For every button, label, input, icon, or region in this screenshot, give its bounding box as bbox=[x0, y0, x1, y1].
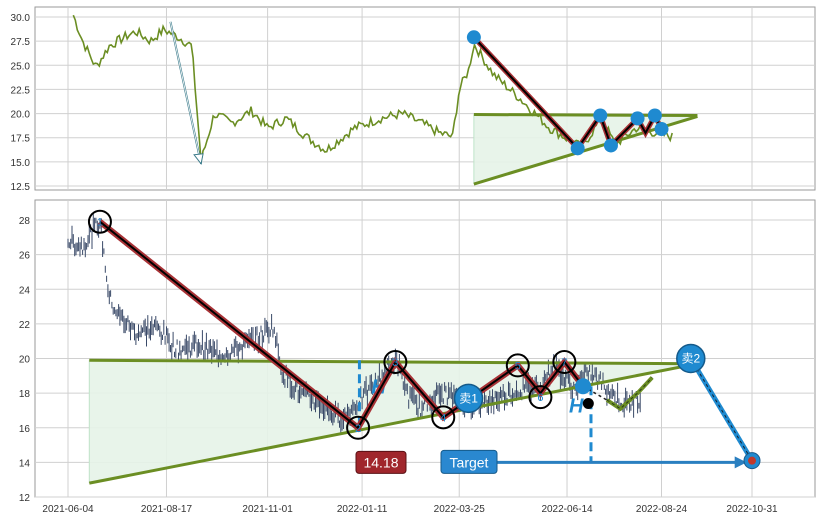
main-y-tick-label: 16 bbox=[19, 424, 31, 435]
main-pattern-point-circle bbox=[431, 405, 456, 430]
main-x-tick-label: 2021-11-01 bbox=[242, 504, 293, 515]
main-pattern-point-label: 4 bbox=[440, 412, 446, 424]
main-sell-path-core bbox=[690, 358, 753, 461]
main-breakout-point-marker bbox=[574, 378, 591, 395]
main-target-label-box bbox=[440, 449, 498, 474]
main-x-tick-label: 2022-08-24 bbox=[636, 504, 688, 515]
top-pattern-point-marker bbox=[593, 108, 608, 123]
main-pattern-point-label: 5 bbox=[515, 360, 521, 372]
top-frame bbox=[34, 6, 816, 191]
top-pattern-point-marker bbox=[654, 122, 669, 137]
main-y-tick-label: 22 bbox=[19, 320, 31, 331]
main-sell-signal-label: 卖1 bbox=[459, 391, 478, 405]
top-drag-arrow-inner bbox=[170, 21, 202, 164]
main-target-label: Target bbox=[450, 454, 489, 470]
main-pattern-point-circle bbox=[505, 353, 530, 378]
main-pattern-point-circle bbox=[528, 385, 553, 410]
main-pattern-point-circle bbox=[383, 349, 408, 374]
main-pattern-point-label: 7 bbox=[561, 357, 567, 369]
main-pattern-point-label: 6 bbox=[537, 392, 543, 404]
top-y-tick-label: 17.5 bbox=[11, 134, 31, 145]
main-pattern-point-label: 2 bbox=[355, 423, 361, 435]
top-drag-arrow-head bbox=[193, 153, 204, 165]
main-y-tick-label: 28 bbox=[19, 216, 31, 227]
main-pattern-point-circle bbox=[87, 209, 112, 234]
main-target-value-box bbox=[355, 450, 407, 474]
main-x-tick-label: 2022-01-11 bbox=[337, 504, 388, 515]
top-pattern-point-marker bbox=[466, 30, 481, 45]
top-y-tick-label: 22.5 bbox=[11, 85, 31, 96]
top-y-tick-label: 12.5 bbox=[11, 182, 31, 193]
main-pattern-point-label: 1 bbox=[97, 217, 103, 229]
main-x-tick-label: 2021-08-17 bbox=[141, 504, 193, 515]
main-x-tick-label: 2022-06-14 bbox=[541, 504, 593, 515]
main-projection-link bbox=[582, 385, 608, 401]
main-target-arrow-head bbox=[734, 456, 747, 469]
main-x-tick-label: 2022-03-25 bbox=[434, 504, 486, 515]
main-y-tick-label: 20 bbox=[19, 355, 31, 366]
main-x-tick-label: 2021-06-04 bbox=[42, 504, 94, 515]
main-x-tick-label: 2022-10-31 bbox=[726, 504, 778, 515]
top-y-tick-label: 27.5 bbox=[11, 37, 31, 48]
main-pattern-point-circle bbox=[346, 415, 371, 440]
main-y-tick-label: 24 bbox=[19, 285, 31, 296]
top-y-tick-label: 15.0 bbox=[11, 158, 31, 169]
main-support-line bbox=[89, 362, 698, 485]
main-y-tick-label: 12 bbox=[19, 493, 31, 504]
top-y-tick-label: 25.0 bbox=[11, 61, 31, 72]
main-target-end-dot bbox=[748, 456, 756, 465]
main-projection-core bbox=[606, 377, 653, 410]
top-pattern-point-marker bbox=[570, 141, 585, 156]
main-height-marker-label: H bbox=[569, 395, 584, 417]
main-y-tick-label: 14 bbox=[19, 458, 31, 469]
main-sell-signal-marker bbox=[453, 383, 484, 414]
main-y-tick-label: 26 bbox=[19, 251, 31, 262]
main-target-value-label: 14.18 bbox=[363, 454, 398, 470]
top-pattern-point-marker bbox=[603, 138, 618, 153]
main-pattern-point-circle bbox=[552, 349, 577, 374]
top-y-tick-label: 20.0 bbox=[11, 110, 31, 121]
top-resistance-line bbox=[473, 113, 698, 118]
top-y-tick-label: 30.0 bbox=[11, 13, 31, 24]
overview-panel: 12.5 15.0 17.5 20.0 22.5 25.0 27.5 30.0 bbox=[11, 6, 816, 193]
main-y-tick-label: 18 bbox=[19, 389, 31, 400]
main-last-price-dot bbox=[582, 398, 594, 410]
main-pattern-point-label: 3 bbox=[392, 357, 398, 369]
top-pattern-point-marker bbox=[647, 108, 662, 123]
main-sell-signal-marker bbox=[676, 343, 706, 374]
main-sell-signal-label: 卖2 bbox=[681, 352, 700, 366]
top-pattern-point-marker bbox=[630, 111, 645, 126]
